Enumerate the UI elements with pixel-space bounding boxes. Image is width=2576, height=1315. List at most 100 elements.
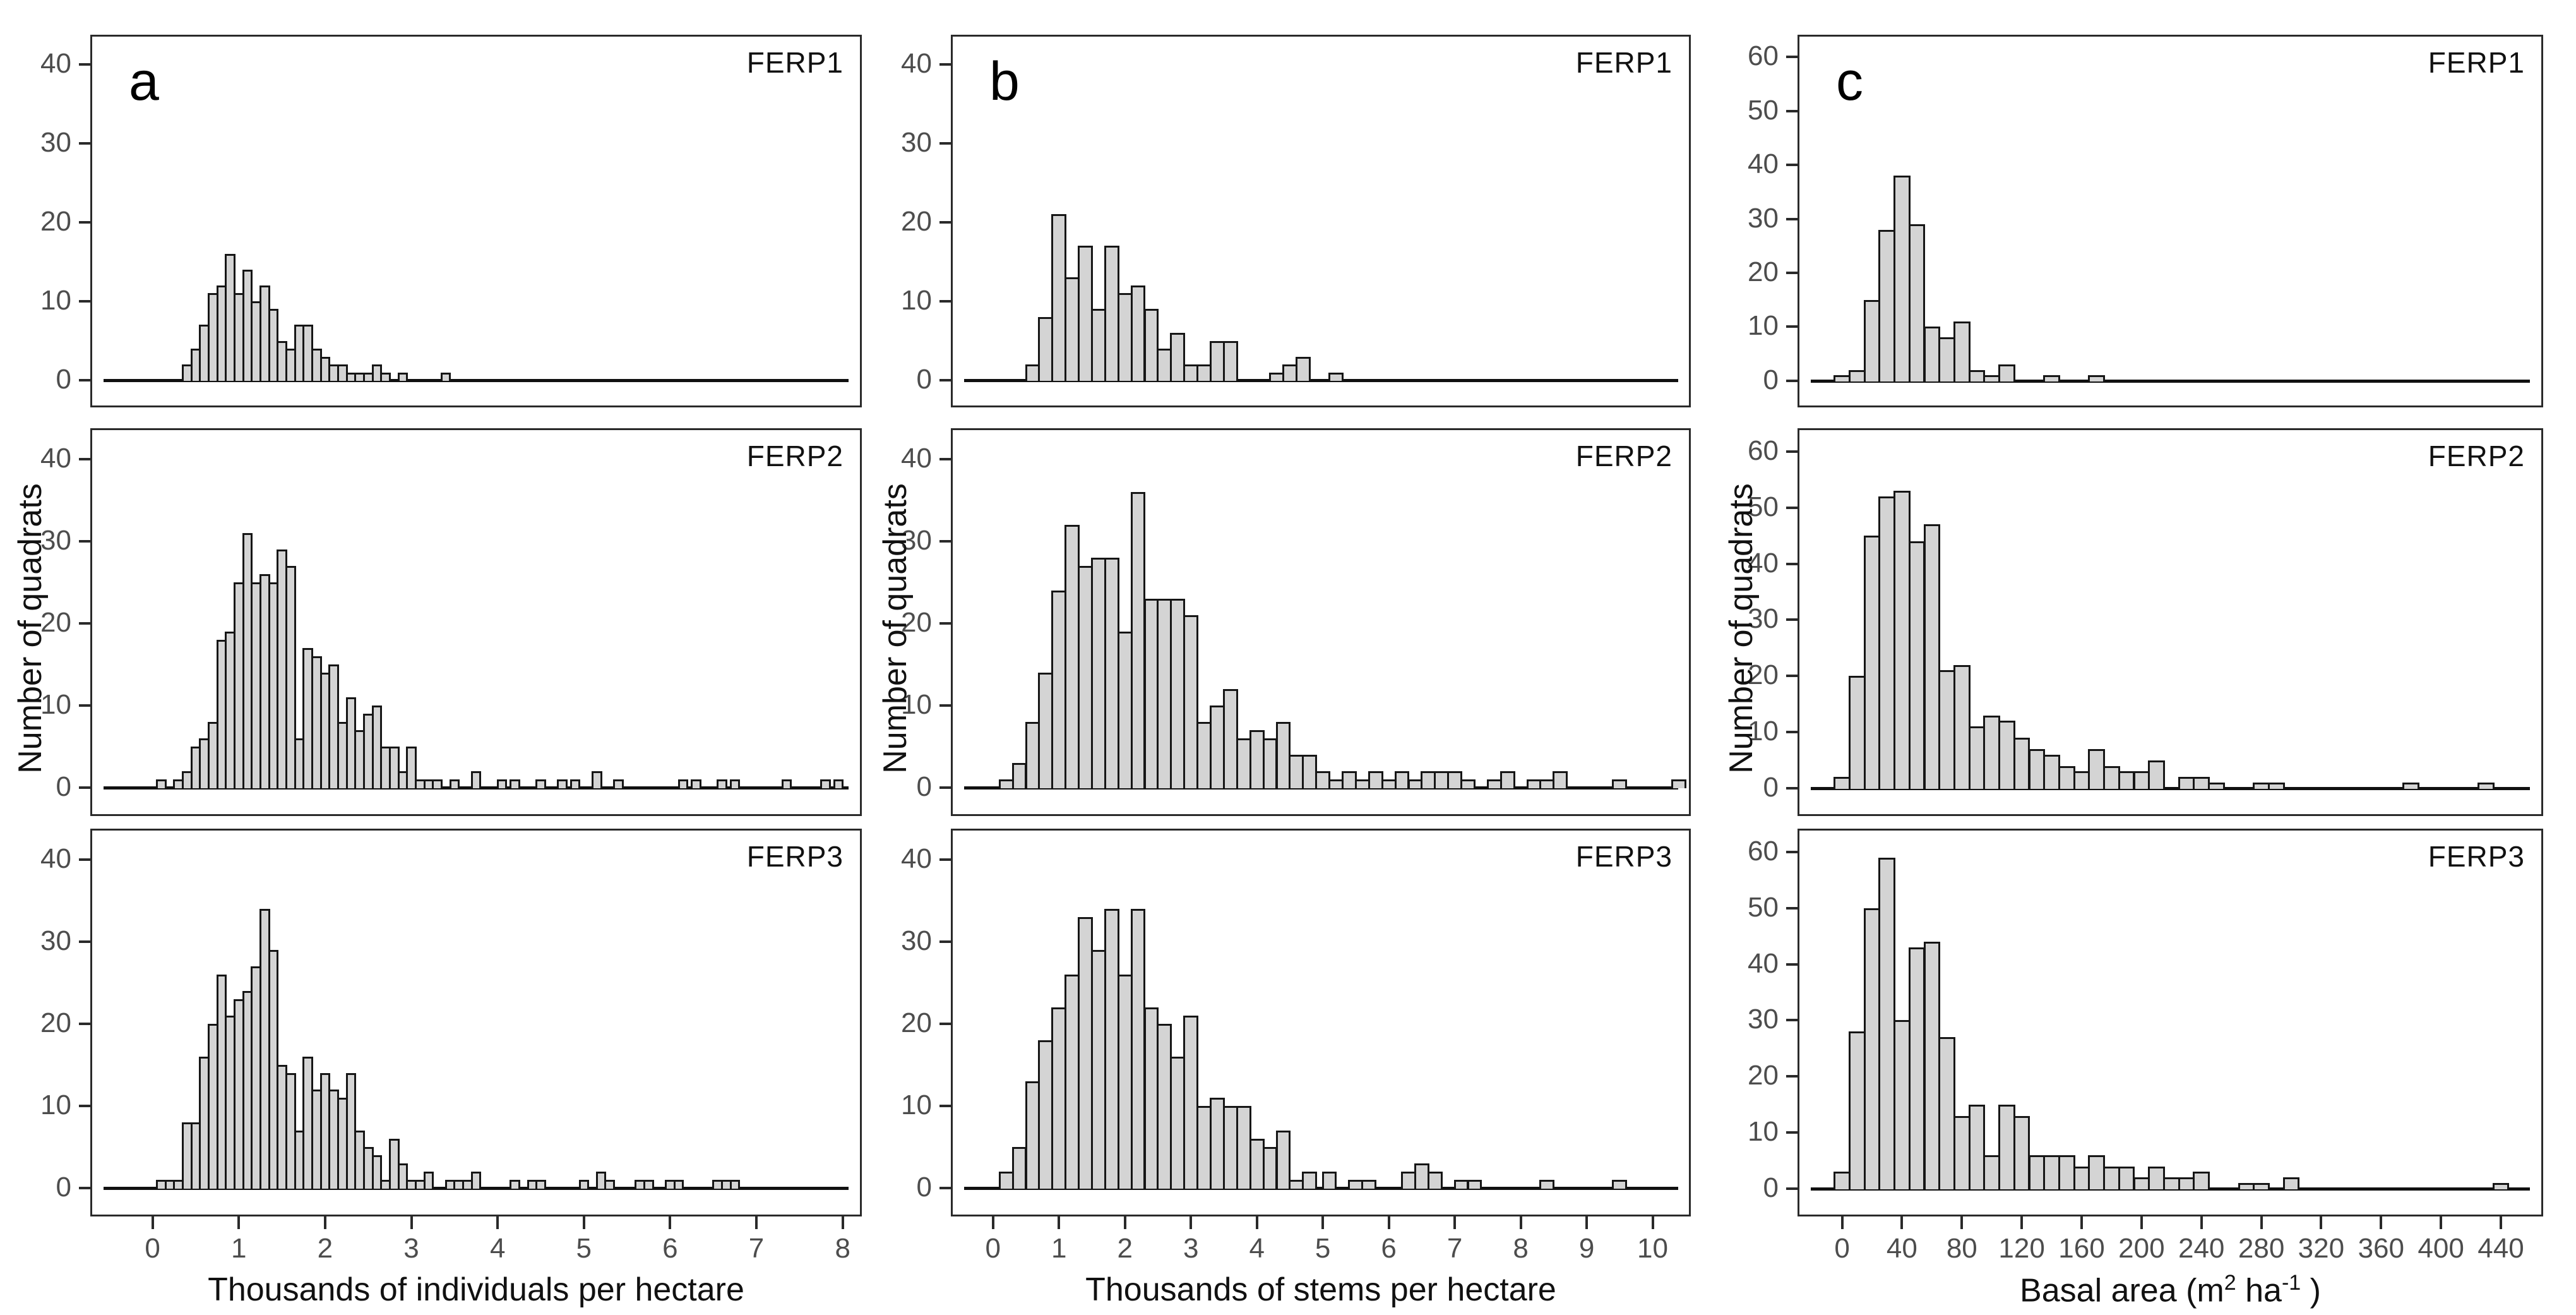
panel-b-FERP3: FERP3	[951, 829, 1691, 1216]
y-axis-tick	[939, 1105, 951, 1108]
histogram-bar	[1983, 1155, 2001, 1190]
y-axis-tick	[79, 1187, 90, 1190]
x-tick-label: 240	[2178, 1233, 2225, 1264]
panel-b-FERP2: FERP2	[951, 428, 1691, 816]
y-tick-label: 10	[1748, 310, 1779, 342]
histogram-bar	[1328, 372, 1344, 381]
x-axis-tick	[2080, 1216, 2083, 1229]
panel-title: FERP1	[1575, 46, 1673, 79]
histogram-bar	[510, 1180, 520, 1189]
y-axis-tick	[79, 622, 90, 625]
histogram-bar	[1183, 615, 1199, 789]
y-axis-tick	[79, 379, 90, 381]
y-tick-label: 20	[901, 1007, 932, 1038]
histogram-bar	[1361, 1180, 1377, 1189]
x-axis-tick	[582, 1216, 585, 1229]
y-tick-label: 10	[40, 689, 71, 721]
y-axis-tick	[939, 786, 951, 790]
histogram-bar	[2238, 1183, 2255, 1190]
panel-title: FERP3	[746, 840, 844, 873]
y-axis-tick	[939, 141, 951, 145]
y-axis-tick	[939, 858, 951, 861]
y-tick-label: 10	[1748, 1116, 1779, 1148]
panel-title: FERP3	[1575, 840, 1673, 873]
y-axis-tick	[79, 141, 90, 145]
histogram-bar	[1460, 779, 1476, 789]
x-tick-label: 2	[317, 1233, 333, 1264]
histogram-bar	[557, 779, 568, 789]
histogram-bar	[156, 779, 167, 789]
x-tick-label: 0	[145, 1233, 160, 1264]
histogram-bar	[1539, 1180, 1555, 1189]
x-tick-label: 0	[1834, 1233, 1850, 1264]
histogram-bar	[677, 779, 689, 789]
y-axis-tick	[939, 539, 951, 543]
histogram-bar	[781, 779, 792, 789]
y-axis-tick	[1786, 1187, 1798, 1191]
y-axis-tick	[939, 940, 951, 943]
histogram-bar	[2088, 375, 2106, 381]
y-axis-tick	[1786, 675, 1798, 678]
x-axis-tick	[237, 1216, 241, 1229]
x-axis-tick	[1123, 1216, 1126, 1229]
y-tick-label: 0	[56, 364, 71, 395]
y-tick-label: 50	[1748, 491, 1779, 522]
y-tick-label: 20	[40, 607, 71, 638]
histogram-bar	[2058, 1155, 2075, 1190]
y-axis-title: Number of quadrats	[1723, 483, 1760, 774]
x-tick-label: 440	[2478, 1233, 2524, 1264]
y-axis-tick	[1786, 379, 1798, 382]
y-axis-tick	[1786, 1075, 1798, 1078]
y-axis-tick	[79, 1023, 90, 1025]
y-axis-tick	[1786, 618, 1798, 621]
histogram-bar	[2043, 375, 2060, 381]
y-tick-label: 0	[1763, 364, 1779, 395]
histogram-bar	[1170, 333, 1186, 381]
x-axis-tick	[1058, 1216, 1061, 1229]
histogram-bar	[673, 1180, 684, 1189]
histogram-bar	[2028, 1155, 2046, 1190]
y-tick-label: 0	[916, 364, 932, 395]
x-axis-tick	[151, 1216, 154, 1229]
y-axis-tick	[1786, 850, 1798, 853]
histogram-bar	[1908, 541, 1926, 790]
y-tick-label: 30	[40, 524, 71, 556]
histogram-bar	[406, 747, 417, 789]
y-tick-label: 10	[40, 284, 71, 316]
histogram-bar	[1923, 942, 1941, 1190]
histogram-bar	[2133, 771, 2150, 790]
x-tick-label: 7	[748, 1233, 765, 1264]
histogram-bar	[2267, 783, 2285, 790]
histogram-bar	[2193, 1172, 2210, 1190]
histogram-bar	[1500, 771, 1515, 789]
histogram-bar	[1863, 299, 1881, 381]
y-tick-label: 0	[1763, 772, 1779, 803]
x-axis-tick	[1585, 1216, 1589, 1229]
panel-title: FERP2	[2428, 440, 2525, 472]
y-tick-label: 10	[901, 1090, 932, 1121]
y-axis-title: Number of quadrats	[877, 483, 914, 774]
x-axis-title-sup: -1	[2281, 1271, 2301, 1295]
y-tick-label: 20	[1748, 659, 1779, 691]
y-tick-label: 30	[1748, 1004, 1779, 1035]
x-tick-label: 9	[1578, 1233, 1595, 1264]
histogram-bar	[470, 1172, 482, 1189]
panel-title: FERP1	[746, 46, 844, 79]
y-tick-label: 30	[901, 925, 932, 956]
histogram-bar	[1908, 947, 1926, 1190]
x-axis-tick	[1519, 1216, 1522, 1229]
panel-c-FERP1: FERP1 c	[1798, 35, 2543, 407]
histogram-bar	[1998, 364, 2015, 381]
histogram-bar	[2073, 771, 2090, 790]
x-axis-title: Thousands of individuals per hectare	[208, 1271, 744, 1308]
histogram-bar	[1893, 491, 1911, 790]
histogram-bar	[1143, 309, 1159, 381]
histogram-bar	[2043, 754, 2060, 790]
x-axis-tick	[2500, 1216, 2502, 1229]
x-tick-label: 160	[2058, 1233, 2105, 1264]
panel-c-FERP2: FERP2	[1798, 428, 2543, 816]
x-tick-label: 80	[1946, 1233, 1977, 1264]
histogram-bar	[1923, 524, 1941, 790]
histogram-bar	[2103, 766, 2120, 790]
histogram-bar	[569, 779, 581, 789]
